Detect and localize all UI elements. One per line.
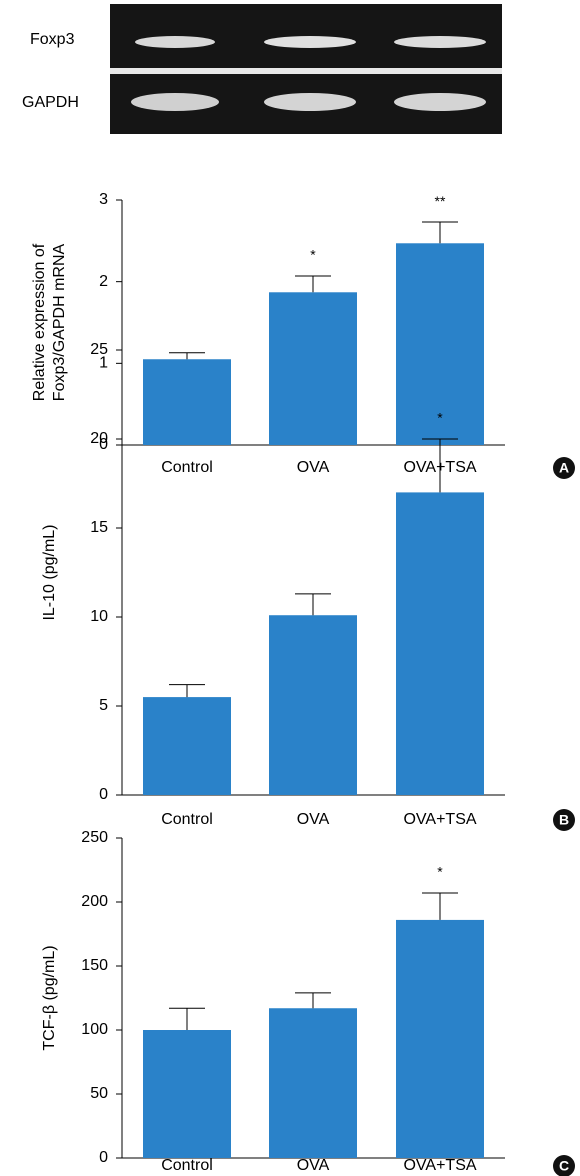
y-tick-label: 3 xyxy=(99,191,108,208)
bar xyxy=(269,1008,357,1158)
y-tick-label: 2 xyxy=(99,273,108,290)
bar xyxy=(396,492,484,795)
significance-mark: ** xyxy=(435,193,446,209)
x-tick-label: OVA xyxy=(297,811,330,828)
error-bar xyxy=(295,276,331,292)
error-bar xyxy=(169,685,205,697)
y-tick-label: 150 xyxy=(81,957,108,974)
y-tick-label: 0 xyxy=(99,1149,108,1166)
error-bar xyxy=(295,993,331,1008)
x-tick-label: Control xyxy=(161,811,213,828)
bar xyxy=(143,359,231,445)
gel-band xyxy=(264,93,356,111)
bar xyxy=(269,292,357,445)
error-bar xyxy=(422,222,458,243)
panel-letter: C xyxy=(559,1158,569,1174)
y-tick-label: 10 xyxy=(90,608,108,625)
y-axis-label: IL-10 (pg/mL) xyxy=(41,524,58,620)
gel-band xyxy=(131,93,219,111)
error-bar xyxy=(422,893,458,920)
x-tick-label: Control xyxy=(161,459,213,476)
y-tick-label: 0 xyxy=(99,786,108,803)
y-tick-label: 5 xyxy=(99,697,108,714)
bar xyxy=(143,1030,231,1158)
figure: Foxp3 GAPDH 0123Relative expression ofFo… xyxy=(0,0,580,1176)
bar xyxy=(143,697,231,795)
error-bar xyxy=(295,594,331,615)
y-tick-label: 15 xyxy=(90,519,108,536)
gel-image xyxy=(110,4,502,134)
y-tick-label: 50 xyxy=(90,1085,108,1102)
significance-mark: * xyxy=(437,864,443,880)
y-axis-label: Foxp3/GAPDH mRNA xyxy=(51,243,68,401)
gel-label: GAPDH xyxy=(22,94,79,111)
gel-band xyxy=(135,36,215,48)
gel-divider xyxy=(110,68,502,74)
y-axis-label: TCF-β (pg/mL) xyxy=(41,945,58,1050)
panel-letter: A xyxy=(559,460,569,476)
error-bar xyxy=(169,353,205,360)
x-tick-label: OVA+TSA xyxy=(403,811,476,828)
x-tick-label: OVA xyxy=(297,459,330,476)
error-bar xyxy=(169,1008,205,1030)
panel-letter: B xyxy=(559,812,569,828)
y-tick-label: 250 xyxy=(81,829,108,846)
y-tick-label: 100 xyxy=(81,1021,108,1038)
x-tick-label: OVA+TSA xyxy=(403,1157,476,1174)
y-tick-label: 25 xyxy=(90,341,108,358)
bar xyxy=(396,920,484,1158)
significance-mark: * xyxy=(437,410,443,426)
y-tick-label: 20 xyxy=(90,430,108,447)
gel-label: Foxp3 xyxy=(30,31,75,48)
gel-band xyxy=(394,93,486,111)
gel-band xyxy=(394,36,486,48)
y-axis-label: Relative expression of xyxy=(31,243,48,401)
gel-band xyxy=(264,36,356,48)
significance-mark: * xyxy=(310,247,316,263)
y-tick-label: 200 xyxy=(81,893,108,910)
x-tick-label: Control xyxy=(161,1157,213,1174)
bar xyxy=(269,615,357,795)
x-tick-label: OVA xyxy=(297,1157,330,1174)
